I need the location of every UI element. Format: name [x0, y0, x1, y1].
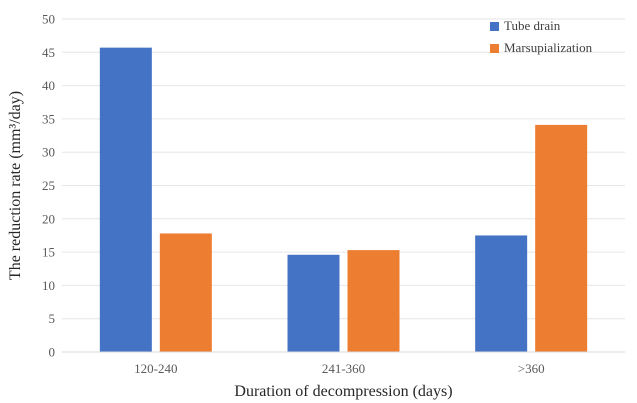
y-tick-label: 40 [42, 78, 55, 93]
y-axis-ticks: 0 5 10 15 20 25 30 35 40 45 50 [42, 12, 55, 360]
bar-tube-drain-1 [99, 47, 152, 352]
x-axis-label: Duration of decompression (days) [234, 383, 452, 400]
y-tick-label: 35 [42, 111, 55, 126]
bar-marsupialization-1 [159, 233, 212, 352]
y-tick-label: 30 [42, 145, 55, 160]
y-axis-label: The reduction rate (mm³/day) [7, 91, 24, 280]
bar-marsupialization-3 [535, 124, 588, 352]
x-tick-label: >360 [518, 361, 545, 376]
legend-label: Marsupialization [504, 40, 593, 55]
gridlines [62, 18, 625, 320]
y-tick-label: 15 [42, 245, 55, 260]
x-axis-ticks: 120-240 241-360 >360 [134, 361, 544, 376]
y-tick-label: 20 [42, 211, 55, 226]
legend: Tube drain Marsupialization [490, 18, 593, 55]
bar-tube-drain-2 [287, 254, 340, 352]
x-tick-label: 120-240 [134, 361, 177, 376]
x-tick-label: 241-360 [322, 361, 365, 376]
bar-series [99, 47, 588, 352]
legend-swatch [490, 22, 499, 31]
bar-marsupialization-2 [347, 250, 400, 352]
y-tick-label: 50 [42, 12, 55, 27]
legend-label: Tube drain [504, 18, 561, 33]
y-tick-label: 25 [42, 178, 55, 193]
y-tick-label: 5 [49, 311, 56, 326]
y-tick-label: 10 [42, 278, 55, 293]
bar-tube-drain-3 [475, 235, 528, 352]
y-tick-label: 0 [49, 345, 56, 360]
y-tick-label: 45 [42, 45, 55, 60]
legend-swatch [490, 44, 499, 53]
